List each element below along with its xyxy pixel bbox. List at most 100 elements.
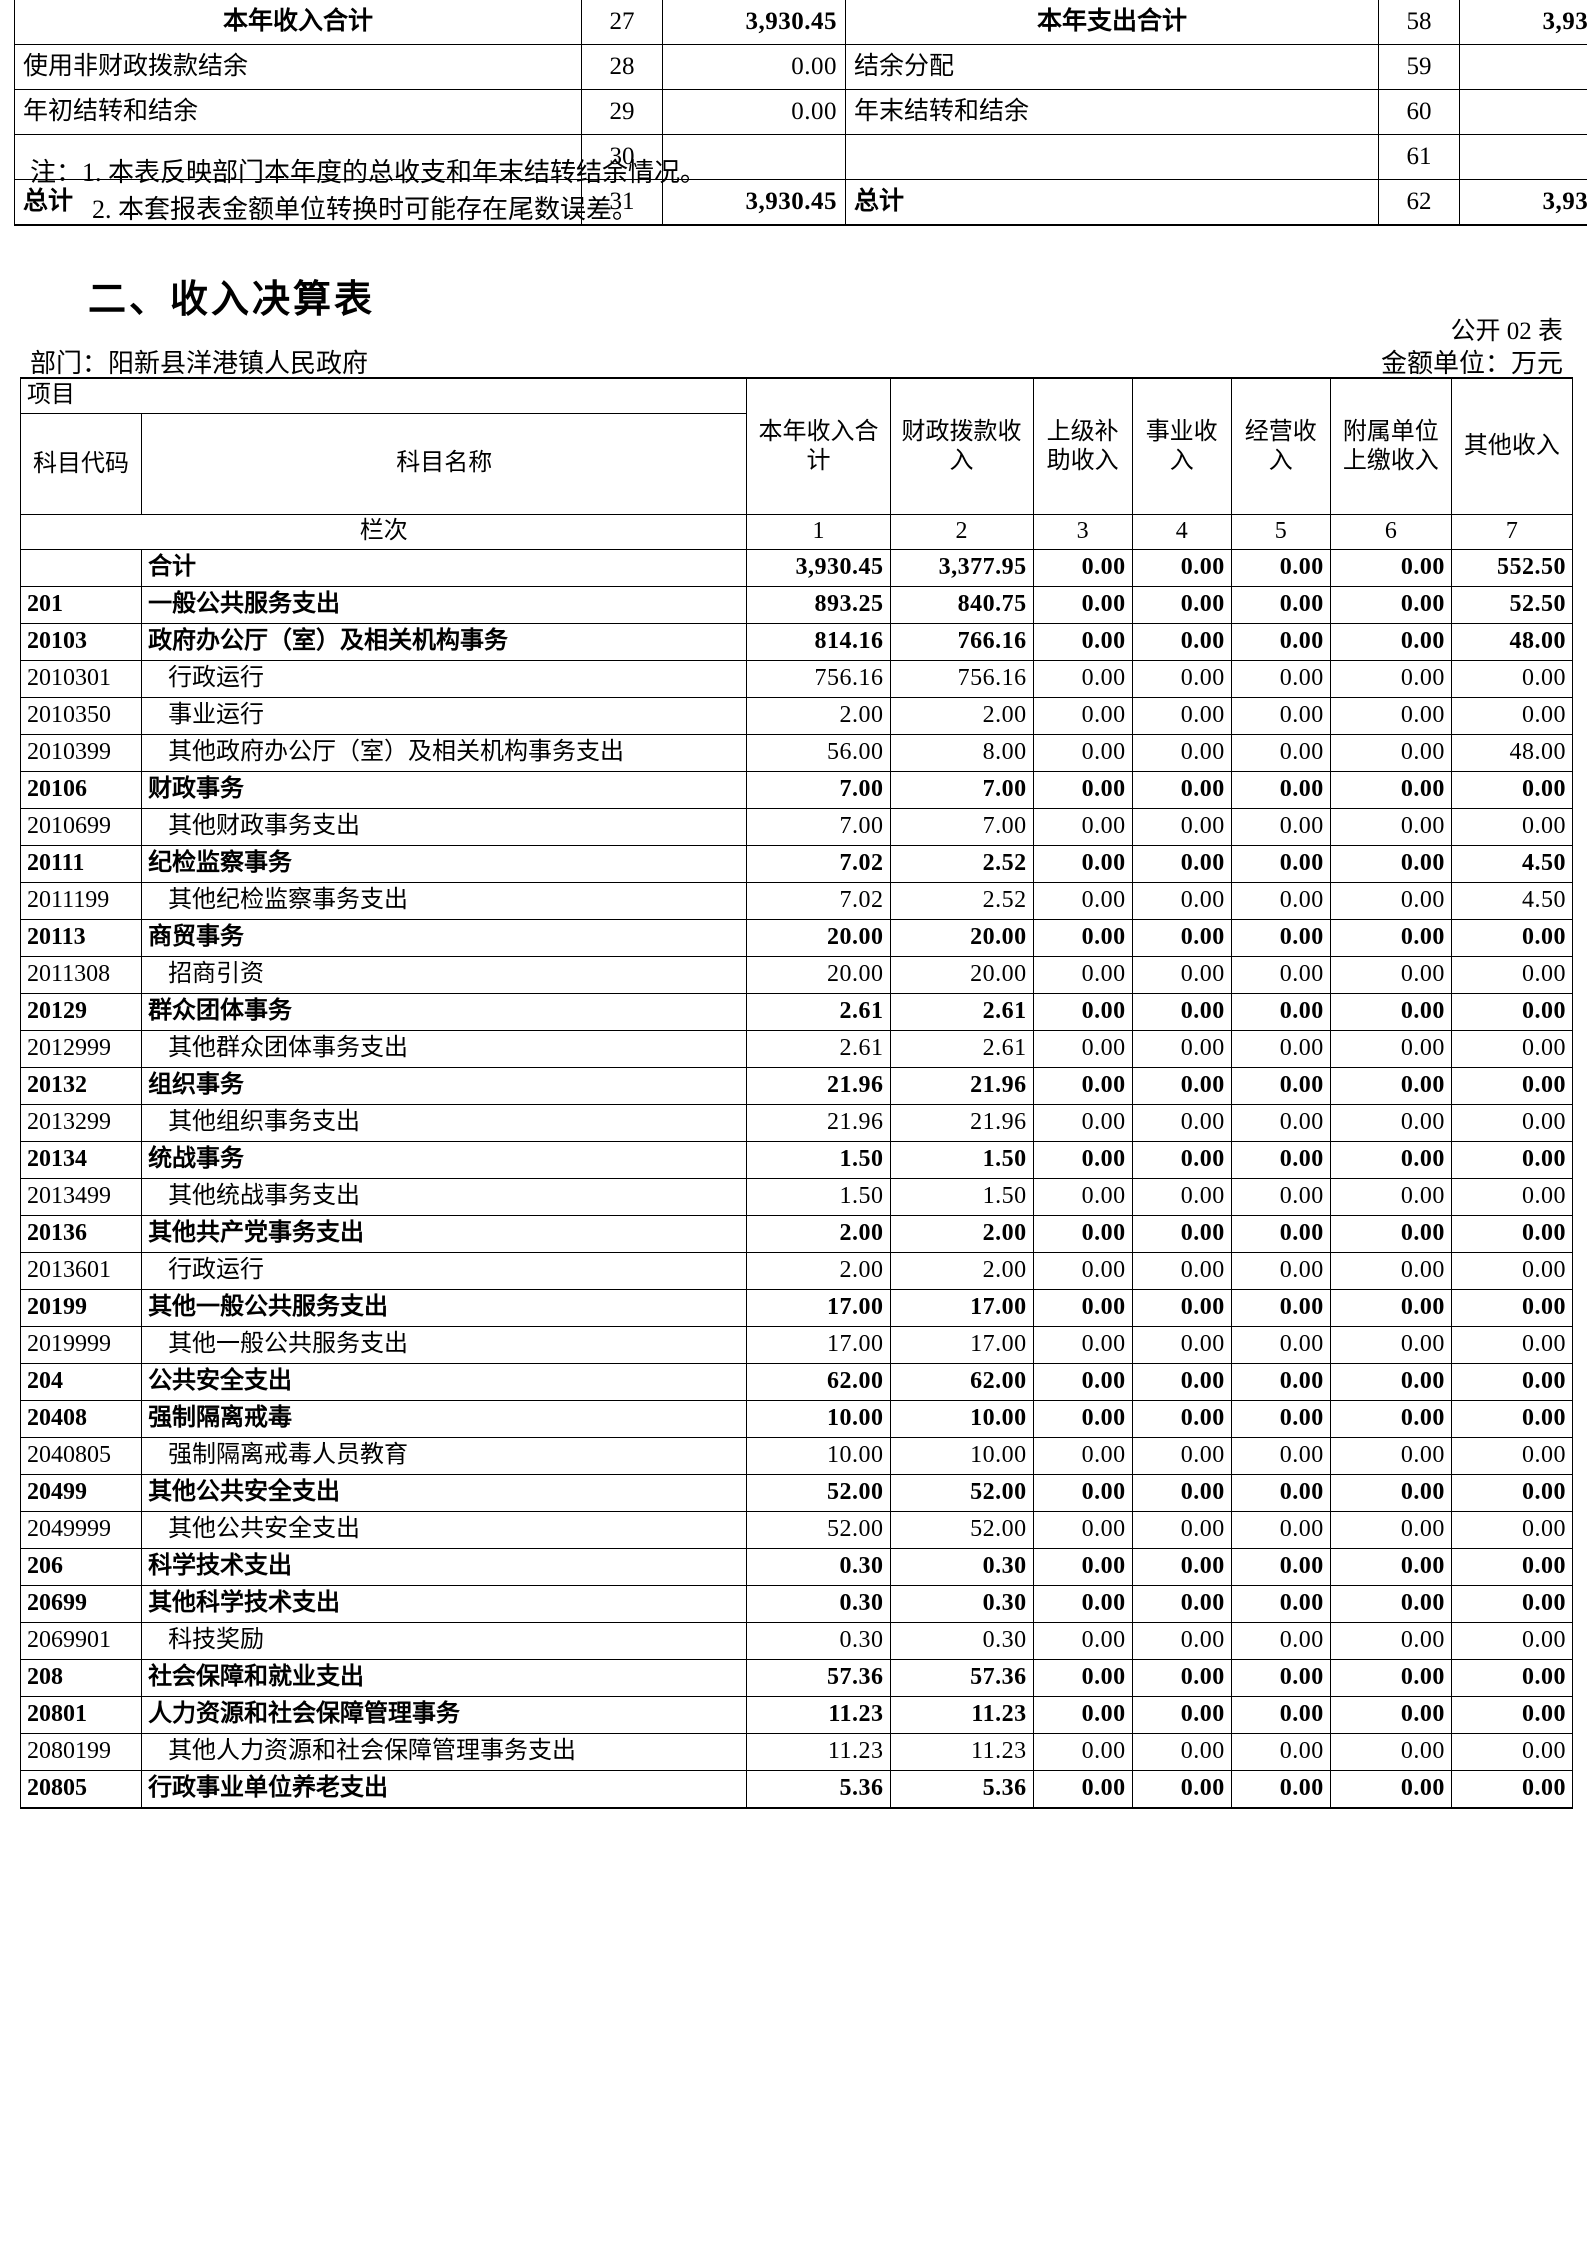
amount-cell-col6: 0.00 [1329,1548,1452,1586]
amount-cell-col1: 56.00 [746,734,891,772]
amount-cell-col2: 7.00 [889,771,1034,809]
expense-item-label: 年末结转和结余 [845,89,1379,135]
header-subject-code: 科目代码 [19,413,143,515]
amount-cell-col6: 0.00 [1329,1474,1452,1512]
subject-code-cell: 2010301 [19,660,143,698]
amount-cell-col6: 0.00 [1329,623,1452,661]
expense-line-number: 62 [1378,179,1460,226]
subject-code-cell: 2013499 [19,1178,143,1216]
amount-cell-col6: 0.00 [1329,1289,1452,1327]
amount-cell-col7: 0.00 [1450,1474,1574,1512]
subject-name-cell: 组织事务 [141,1067,748,1105]
header-total-income: 本年收入合计 [746,377,891,515]
table-notes: 注：1. 本表反映部门本年度的总收支和年末结转结余情况。 2. 本套报表金额单位… [30,155,706,229]
amount-cell-col5: 0.00 [1230,1326,1331,1364]
subject-code-cell: 2010699 [19,808,143,846]
amount-cell-col7: 0.00 [1450,1326,1574,1364]
amount-cell-col1: 1.50 [746,1141,891,1179]
amount-cell-col5: 0.00 [1230,697,1331,735]
amount-cell-col3: 0.00 [1032,1696,1133,1734]
subject-code-cell: 2040805 [19,1437,143,1475]
amount-cell-col3: 0.00 [1032,956,1133,994]
amount-cell-col3: 0.00 [1032,1437,1133,1475]
amount-cell-col2: 756.16 [889,660,1034,698]
column-index-number: 5 [1230,514,1331,550]
amount-cell-col1: 20.00 [746,956,891,994]
table-row: 201 一般公共服务支出 893.25 840.75 0.00 0.00 0.00 0.00 5… [19,586,1574,624]
amount-cell-col4: 0.00 [1131,1696,1232,1734]
amount-cell-col3: 0.00 [1032,697,1133,735]
amount-cell-col4: 0.00 [1131,808,1232,846]
table-row: 2010399 其他政府办公厅（室）及相关机构事务支出 56.00 8.00 0.00 0… [19,734,1574,772]
amount-cell-col6: 0.00 [1329,1178,1452,1216]
subject-name-cell: 公共安全支出 [141,1363,748,1401]
column-index-number: 4 [1131,514,1232,550]
amount-cell-col1: 17.00 [746,1289,891,1327]
amount-cell-col3: 0.00 [1032,771,1133,809]
income-item-label: 使用非财政拨款结余 [14,44,582,90]
subject-name-cell: 强制隔离戒毒 [141,1400,748,1438]
subject-name-cell: 商贸事务 [141,919,748,957]
table-row: 20134 统战事务 1.50 1.50 0.00 0.00 0.00 0.00 0.00 [19,1141,1574,1179]
header-other-income: 其他收入 [1450,377,1574,515]
amount-cell-col1: 57.36 [746,1659,891,1697]
table-row: 20113 商贸事务 20.00 20.00 0.00 0.00 0.00 0.00 0.00 [19,919,1574,957]
amount-cell-col7: 0.00 [1450,1770,1574,1809]
income-line-number: 30 [581,134,663,180]
subject-name-cell: 其他一般公共服务支出 [141,1326,748,1364]
amount-cell-col5: 0.00 [1230,1252,1331,1290]
table-row: 2010350 事业运行 2.00 2.00 0.00 0.00 0.00 0.00 0.00 [19,697,1574,735]
amount-cell-col6: 0.00 [1329,1696,1452,1734]
subject-name-cell: 行政事业单位养老支出 [141,1770,748,1809]
expense-amount: 0.00 [1459,89,1587,135]
amount-cell-col3: 0.00 [1032,1178,1133,1216]
amount-cell-col5: 0.00 [1230,1178,1331,1216]
table-row: 20805 行政事业单位养老支出 5.36 5.36 0.00 0.00 0.00 0.00 0… [19,1770,1574,1809]
table-row: 20111 纪检监察事务 7.02 2.52 0.00 0.00 0.00 0.00 4.50 [19,845,1574,883]
amount-cell-col6: 0.00 [1329,919,1452,957]
amount-cell-col5: 0.00 [1230,1030,1331,1068]
amount-cell-col3: 0.00 [1032,1215,1133,1253]
amount-cell-col1: 893.25 [746,586,891,624]
income-item-label [14,134,582,180]
amount-cell-col7: 0.00 [1450,697,1574,735]
amount-cell-col1: 7.02 [746,845,891,883]
amount-cell-col3: 0.00 [1032,1067,1133,1105]
amount-cell-col1: 10.00 [746,1400,891,1438]
amount-cell-col3: 0.00 [1032,845,1133,883]
amount-cell-col2: 5.36 [889,1770,1034,1809]
table-row: 2010699 其他财政事务支出 7.00 7.00 0.00 0.00 0.00 0.00 0… [19,808,1574,846]
amount-cell-col5: 0.00 [1230,1770,1331,1809]
amount-cell-col3: 0.00 [1032,1548,1133,1586]
expense-amount: 0.00 [1459,44,1587,90]
amount-cell-col4: 0.00 [1131,1511,1232,1549]
income-item-label: 总计 [14,179,582,226]
public-form-number: 公开 02 表 [1450,318,1563,345]
subject-name-cell: 其他科学技术支出 [141,1585,748,1623]
amount-cell-col3: 0.00 [1032,1474,1133,1512]
amount-cell-col3: 0.00 [1032,919,1133,957]
subject-name-cell: 统战事务 [141,1141,748,1179]
amount-cell-col6: 0.00 [1329,1585,1452,1623]
table-row: 30 61 [14,134,1587,180]
amount-cell-col2: 2.61 [889,993,1034,1031]
amount-cell-col1: 20.00 [746,919,891,957]
amount-cell-col3: 0.00 [1032,1326,1133,1364]
amount-cell-col3: 0.00 [1032,1252,1133,1290]
table-row: 20499 其他公共安全支出 52.00 52.00 0.00 0.00 0.00 0.00 0… [19,1474,1574,1512]
subject-code-cell: 2080199 [19,1733,143,1771]
expense-item-label: 结余分配 [845,44,1379,90]
amount-cell-col5: 0.00 [1230,1400,1331,1438]
table-row: 2010301 行政运行 756.16 756.16 0.00 0.00 0.00 0.00 0… [19,660,1574,698]
amount-cell-col6: 0.00 [1329,1326,1452,1364]
amount-cell-col6: 0.00 [1329,882,1452,920]
amount-cell-col2: 1.50 [889,1141,1034,1179]
subject-name-cell: 其他公共安全支出 [141,1511,748,1549]
amount-cell-col5: 0.00 [1230,660,1331,698]
amount-cell-col2: 2.00 [889,1252,1034,1290]
subject-code-cell: 20408 [19,1400,143,1438]
subject-name-cell: 行政运行 [141,660,748,698]
header-fiscal-appropriation: 财政拨款收入 [889,377,1034,515]
amount-cell-col5: 0.00 [1230,734,1331,772]
